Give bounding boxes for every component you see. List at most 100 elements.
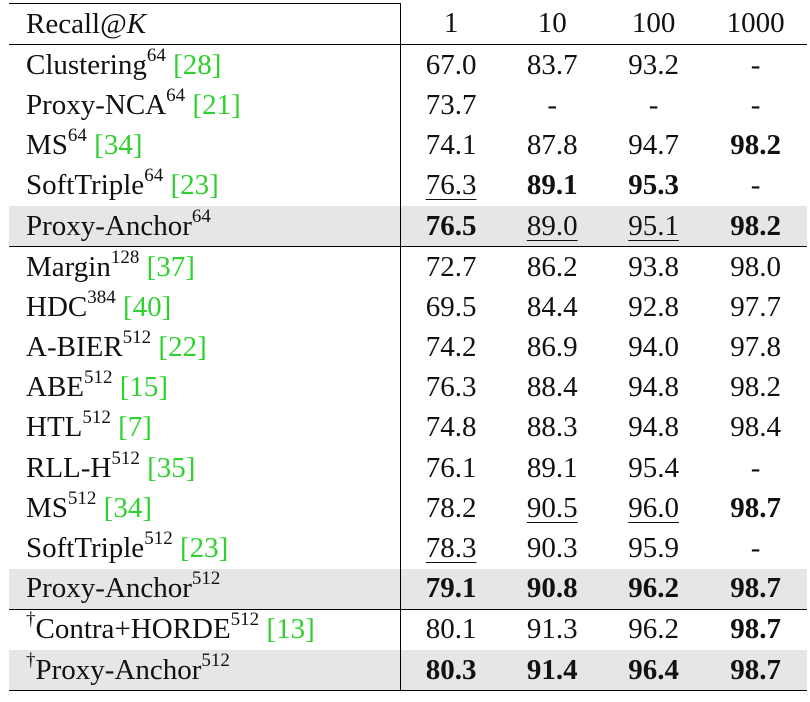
recall-value: 74.1 — [425, 129, 477, 162]
value-cell: 98.7 — [704, 650, 807, 692]
value-cell: 89.0 — [501, 205, 603, 247]
citation-link[interactable]: [34] — [94, 129, 143, 162]
embedding-dim: 512 — [201, 649, 230, 671]
value-cell: 73.7 — [400, 85, 501, 125]
recall-value: 86.9 — [526, 331, 578, 364]
value-cell: 93.8 — [602, 246, 705, 288]
method-name-cell: Proxy-NCA64 [21] — [9, 85, 401, 126]
recall-value: 94.8 — [628, 411, 679, 444]
embedding-dim: 512 — [84, 367, 113, 389]
value-cell: 95.1 — [602, 205, 705, 247]
value-cell: 86.2 — [501, 246, 603, 288]
citation-link[interactable]: [21] — [192, 88, 241, 121]
citation-link[interactable]: [13] — [266, 613, 315, 646]
recall-value: 72.7 — [425, 250, 477, 283]
recall-value: 98.2 — [730, 371, 781, 404]
header-k-variable: K — [126, 7, 147, 40]
table-row: Clustering64 [28] 67.0 83.7 93.2 - — [9, 44, 807, 86]
recall-value: 76.3 — [425, 169, 477, 202]
header-recall-label: Recall@K — [9, 2, 401, 45]
value-cell: - — [704, 85, 807, 125]
value-cell: 98.0 — [704, 246, 807, 288]
recall-value: 86.2 — [526, 250, 578, 283]
recall-value: 97.7 — [730, 290, 781, 323]
value-cell: 94.8 — [603, 368, 704, 408]
method-name-cell: †Proxy-Anchor512 — [9, 649, 401, 692]
value-cell: 76.3 — [400, 166, 501, 206]
citation-link[interactable]: [23] — [179, 532, 229, 565]
value-cell: 94.0 — [603, 328, 704, 368]
header-col-1: 1 — [443, 7, 459, 40]
citation-link[interactable]: [15] — [119, 371, 169, 404]
citation-link[interactable]: [23] — [170, 169, 219, 202]
method-name-cell: MS64 [34] — [9, 125, 401, 166]
value-cell: 90.3 — [502, 528, 603, 568]
recall-value: 94.8 — [628, 371, 679, 404]
recall-value: 98.0 — [730, 250, 781, 283]
citation-link[interactable]: [34] — [103, 491, 152, 524]
recall-value: 79.1 — [425, 572, 477, 605]
citation-link[interactable]: [22] — [158, 331, 207, 364]
recall-value: 98.4 — [730, 411, 781, 444]
method-name-cell: A-BIER512 [22] — [9, 327, 401, 368]
method-name: Proxy-Anchor — [26, 209, 192, 242]
value-cell: - — [704, 528, 807, 568]
results-table: Recall@K 1 10 100 1000 Clustering64 [28]… — [9, 2, 807, 692]
embedding-dim: 512 — [144, 528, 173, 550]
method-name-cell: MS512 [34] — [9, 487, 401, 529]
table-row: RLL-H512 [35] 76.1 89.1 95.4 - — [9, 448, 807, 489]
method-name: Proxy-Anchor — [35, 653, 202, 686]
citation-link[interactable]: [7] — [118, 411, 152, 444]
table-body: Clustering64 [28] 67.0 83.7 93.2- Proxy-NCA6… — [9, 44, 807, 692]
table-row: MS64 [34] 74.1 87.8 94.7 98.2 — [9, 125, 807, 166]
method-name: SoftTriple — [26, 532, 145, 565]
method-name-cell: Proxy-Anchor512 — [9, 568, 401, 610]
value-cell: 89.1 — [502, 166, 603, 206]
recall-value: - — [547, 88, 558, 121]
value-cell: 94.7 — [603, 126, 704, 166]
value-cell: 98.7 — [704, 608, 807, 650]
table-row: SoftTriple512 [23] 78.3 90.3 95.9 - — [9, 528, 807, 569]
method-name: HTL — [26, 411, 83, 444]
method-name-cell: HDC384 [40] — [9, 286, 401, 328]
method-name: Proxy-NCA — [26, 88, 167, 121]
value-cell: 94.8 — [603, 408, 704, 448]
table-row: Margin128 [37] 72.7 86.2 93.8 98.0 — [9, 246, 807, 288]
recall-value: 92.8 — [628, 290, 679, 323]
value-cell: 76.1 — [400, 448, 501, 488]
recall-value: 93.2 — [628, 48, 679, 81]
citation-link[interactable]: [28] — [173, 48, 222, 81]
citation-link[interactable]: [35] — [147, 451, 196, 484]
table-row: Proxy-Anchor64 76.5 89.0 95.1 98.2 — [9, 205, 807, 247]
citation-link[interactable]: [37] — [146, 250, 195, 283]
recall-value: 97.8 — [730, 331, 781, 364]
recall-value: 88.4 — [526, 371, 578, 404]
method-name-cell: HTL512 [7] — [9, 407, 401, 449]
header-col-1000: 1000 — [726, 7, 785, 40]
value-cell: 78.3 — [400, 528, 501, 568]
recall-value: 89.0 — [526, 209, 578, 242]
value-cell: 72.7 — [400, 246, 502, 288]
recall-value: 76.1 — [425, 451, 477, 484]
value-cell: - — [603, 85, 704, 125]
embedding-dim: 64 — [144, 165, 164, 187]
citation-link[interactable]: [40] — [122, 290, 172, 323]
value-cell: - — [502, 85, 603, 125]
value-cell: 74.8 — [400, 408, 501, 448]
embedding-dim: 64 — [146, 44, 166, 66]
recall-value: 95.4 — [628, 451, 679, 484]
value-cell: 76.5 — [400, 205, 502, 247]
embedding-dim: 512 — [67, 487, 97, 509]
recall-value: 80.1 — [425, 613, 477, 646]
recall-value: 88.3 — [526, 411, 578, 444]
recall-value: 69.5 — [425, 290, 477, 323]
embedding-dim: 384 — [87, 286, 116, 308]
recall-value: 98.7 — [730, 491, 781, 524]
value-cell: 67.0 — [400, 44, 502, 86]
method-name: HDC — [26, 290, 88, 323]
recall-value: 90.8 — [526, 572, 578, 605]
table-row: †Proxy-Anchor512 80.3 91.4 96.4 98.7 — [9, 649, 807, 692]
value-cell: 96.2 — [602, 608, 705, 650]
recall-value: 73.7 — [425, 88, 477, 121]
value-cell: 90.8 — [501, 568, 603, 610]
